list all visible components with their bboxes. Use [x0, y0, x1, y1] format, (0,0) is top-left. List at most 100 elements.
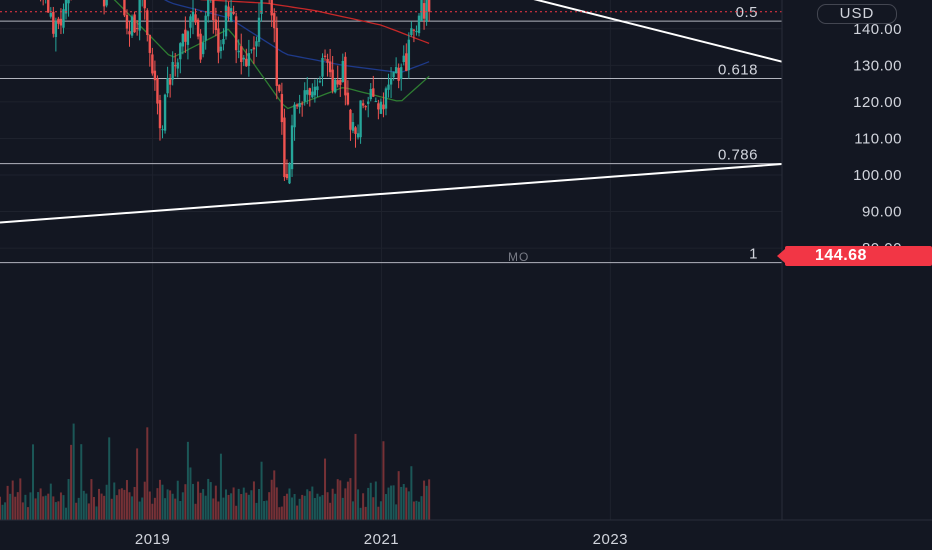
- volume-bar: [296, 505, 299, 520]
- volume-bar: [230, 493, 233, 520]
- volume-bar: [110, 498, 113, 520]
- volume-bar: [227, 494, 230, 520]
- candle-body: [242, 57, 245, 60]
- last-price-tag: 144.68: [777, 246, 932, 266]
- volume-bar: [410, 466, 413, 520]
- candle-body: [372, 88, 375, 97]
- candle-body: [64, 0, 68, 14]
- candle-body: [212, 0, 215, 21]
- volume-bar: [199, 492, 202, 520]
- volume-bar: [420, 496, 423, 520]
- price-axis[interactable]: 210.00200.00190.00180.00170.00160.00150.…: [853, 0, 902, 257]
- volume-bar: [108, 437, 111, 520]
- candle-body: [420, 0, 423, 21]
- trend-lines[interactable]: [0, 0, 783, 224]
- volume-bar: [189, 467, 192, 520]
- candle-body: [234, 16, 238, 51]
- candle-body: [224, 5, 228, 37]
- volume-bar: [250, 490, 253, 520]
- volume-bar: [202, 489, 205, 520]
- volume-bar: [184, 484, 187, 520]
- volume-bar: [9, 493, 12, 520]
- candle-body: [146, 10, 149, 36]
- volume-bar: [308, 491, 311, 520]
- trend-line[interactable]: [0, 0, 783, 63]
- candle-body: [318, 81, 322, 83]
- candle-body: [374, 101, 378, 103]
- volume-bar: [19, 478, 22, 520]
- volume-bar: [263, 501, 266, 520]
- volume-bar: [21, 502, 24, 520]
- volume-bar: [151, 503, 154, 520]
- volume-bar: [75, 502, 78, 520]
- time-tick-label: 2021: [364, 531, 399, 548]
- volume-bar: [232, 487, 235, 520]
- volume-bar: [364, 506, 367, 520]
- volume-bar: [407, 491, 410, 520]
- volume-bar: [207, 478, 210, 520]
- volume-bar: [225, 489, 228, 520]
- volume-bar: [90, 479, 93, 520]
- volume-bar: [194, 503, 197, 520]
- candle-body: [313, 86, 317, 96]
- candle-body: [273, 13, 276, 29]
- volume-bar: [72, 423, 75, 520]
- candle-body: [344, 56, 347, 96]
- volume-bar: [265, 500, 268, 520]
- volume-bar: [298, 498, 301, 520]
- candle-body: [326, 58, 329, 63]
- candle-body: [400, 67, 403, 80]
- candle-body: [227, 6, 230, 17]
- volume-bar: [67, 479, 70, 520]
- trend-line[interactable]: [0, 163, 783, 224]
- volume-bar: [204, 495, 207, 520]
- candle-body: [278, 84, 281, 92]
- candle-body: [364, 106, 367, 108]
- volume-bar: [245, 492, 248, 520]
- volume-bar: [42, 496, 45, 520]
- candle-body: [148, 34, 152, 53]
- volume-bar: [156, 488, 159, 520]
- volume-bar: [372, 497, 375, 520]
- volume-bar: [123, 489, 126, 520]
- currency-badge[interactable]: USD: [817, 4, 897, 24]
- volume-bar: [359, 507, 362, 520]
- candle-body: [402, 55, 405, 63]
- volume-bar: [214, 485, 217, 520]
- candle-body: [143, 0, 146, 9]
- candle-body: [214, 19, 218, 31]
- candle-body: [331, 69, 334, 91]
- candle-body: [54, 21, 58, 38]
- time-axis[interactable]: 2019 2021 2023: [135, 531, 628, 548]
- candle-body: [336, 80, 339, 85]
- volume-bar: [387, 487, 390, 520]
- candle-body: [412, 29, 416, 31]
- volume-bar: [339, 480, 342, 520]
- volume-bar: [191, 483, 194, 520]
- candle-body: [219, 46, 223, 52]
- volume-bar: [118, 489, 121, 520]
- volume-bar: [273, 470, 276, 520]
- candle-body: [341, 60, 345, 83]
- candle-body: [62, 9, 65, 28]
- volume-bar: [11, 480, 14, 520]
- candle-body: [130, 16, 134, 36]
- volume-bar: [186, 441, 189, 520]
- volume-bar: [37, 492, 40, 520]
- candle-body: [361, 103, 365, 106]
- candle-body: [222, 39, 225, 45]
- candle-body: [392, 71, 395, 78]
- candle-body: [346, 92, 350, 105]
- volume-bar: [349, 478, 352, 520]
- volume-bar: [1, 504, 4, 520]
- candle-body: [252, 47, 256, 50]
- volume-bar: [405, 487, 408, 520]
- volume-bar: [357, 489, 360, 520]
- volume-bar: [138, 501, 141, 520]
- candle-body: [321, 57, 324, 77]
- volume-bar: [179, 501, 182, 520]
- volume-bar: [52, 496, 55, 520]
- candle-body: [161, 129, 164, 131]
